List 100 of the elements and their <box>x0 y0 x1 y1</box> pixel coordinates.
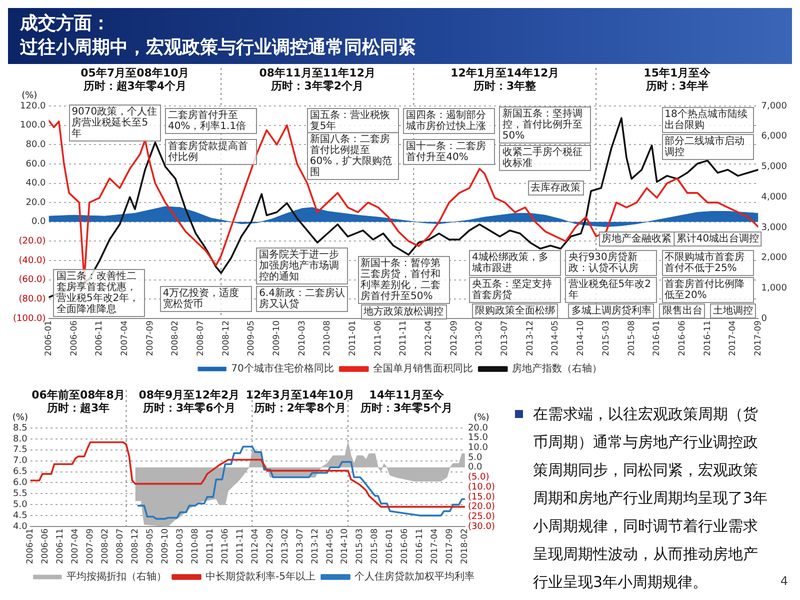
x-tick-label: 2009-10 <box>160 528 170 564</box>
x-tick-label: 2009-05 <box>145 528 156 564</box>
annotation: 国务院关于进一步加强房地产市场调控的通知 <box>256 248 348 285</box>
x-tick-label: 2006-06 <box>40 528 51 564</box>
annotation: 新国五条：坚持调控，首付比例升至50% <box>499 106 592 144</box>
y2-tick-label: 20.0 <box>468 423 488 434</box>
x-tick-label: 2014-05 <box>325 528 336 564</box>
y-tick-label: 7.5 <box>12 445 28 456</box>
y2-tick-label: 3,000 <box>761 222 788 233</box>
annotation: 部分二线城市启动调控 <box>662 134 754 160</box>
x-tick-label: 2006-11 <box>94 320 105 356</box>
text: 历时：3年半 <box>644 79 708 92</box>
legend-label: 房地产指数（右轴） <box>512 362 602 375</box>
y-tick-label: 20.0 <box>26 198 46 208</box>
legend-label: 全国单月销售面积同比 <box>372 362 473 375</box>
y2-tick-label: (15.0) <box>468 492 495 502</box>
y-tick-label: 80.0 <box>26 140 46 150</box>
y-tick-label: (100.0) <box>12 314 46 324</box>
x-tick-label: 2012-04 <box>250 528 260 564</box>
y2-tick-label: (20.0) <box>468 502 495 512</box>
y2-tick-label: (25.0) <box>468 512 495 522</box>
annotation: 累计40城出台调控 <box>673 232 762 247</box>
y2-tick-label: 1,000 <box>761 283 788 294</box>
annotation: 国四条：遏制部分城市房价过快上涨 <box>403 108 496 134</box>
x-tick-label: 2012-04 <box>424 320 434 356</box>
legend-label: 平均按揭折扣（右轴） <box>66 570 167 583</box>
y-tick-label: 5.5 <box>12 489 28 499</box>
annotation: 国五条：营业税恢复5年 <box>306 108 399 134</box>
x-tick-label: 2016-06 <box>677 320 688 356</box>
annotation: 4城松绑政策，多城市跟进 <box>468 250 561 276</box>
chart-title: 成交方面： <box>20 13 110 35</box>
y-tick-label: 4.5 <box>12 510 28 521</box>
x-tick-label: 2013-07 <box>295 528 306 564</box>
text: 历时：超3年 <box>46 401 110 414</box>
x-tick-label: 2015-03 <box>355 528 366 564</box>
x-tick-label: 2017-09 <box>445 528 456 564</box>
y-tick-label: 7.0 <box>12 456 28 466</box>
text: 历时：3年整 <box>472 79 538 92</box>
text: 06年前至08年8月 <box>32 388 125 402</box>
annotation: 首套房贷款提高首付比例 <box>164 139 257 166</box>
y-tick-label: 60.0 <box>26 159 46 170</box>
annotation: 限购政策全面松绑 <box>472 303 558 318</box>
y-tick-label: 40.0 <box>26 178 46 189</box>
y2-tick-label: (5.0) <box>468 472 490 483</box>
annotation: 9070政策，个人住房营业税延长至5年 <box>68 104 161 142</box>
annotation: 限售出台 <box>659 303 706 318</box>
x-tick-label: 2016-11 <box>702 320 713 356</box>
y-tick-label: (20.0) <box>18 236 46 247</box>
x-tick-label: 2012-09 <box>449 320 460 356</box>
x-tick-label: 2010-08 <box>322 320 333 356</box>
legend-label: 70个城市住宅价格同比 <box>231 362 334 375</box>
y-tick-label: 120.0 <box>20 101 46 112</box>
x-tick-label: 2011-11 <box>235 528 246 564</box>
y2-axis-title: (%) <box>474 412 490 423</box>
x-tick-label: 2013-02 <box>474 320 485 356</box>
annotation: 18个热点城市陆续出台限购 <box>662 106 754 132</box>
y2-tick-label: 7,000 <box>761 101 788 112</box>
x-tick-label: 2006-01 <box>26 528 36 564</box>
x-tick-label: 2013-07 <box>500 320 510 356</box>
x-tick-label: 2014-10 <box>576 320 586 356</box>
text: 历时：超3年零4个月 <box>82 79 187 92</box>
x-tick-label: 2011-06 <box>373 320 384 356</box>
y-axis-title: (%) <box>12 412 28 423</box>
text: 12年3月至14年10月 <box>246 388 354 402</box>
x-tick-label: 2017-04 <box>728 320 738 356</box>
y2-tick-label: 4,000 <box>761 192 788 202</box>
x-tick-label: 2007-09 <box>145 320 156 356</box>
x-tick-label: 2014-05 <box>550 320 561 356</box>
legend-label: 中长期贷款利率-5年以上 <box>206 570 316 583</box>
text: 08年9月至12年2月 <box>138 388 240 402</box>
x-tick-label: 2006-06 <box>69 320 80 356</box>
text: 4 <box>780 574 788 588</box>
annotation: 去库存政策 <box>528 180 584 196</box>
y2-tick-label: 10.0 <box>468 443 488 454</box>
x-tick-label: 2006-11 <box>55 528 66 564</box>
y2-tick-label: (30.0) <box>468 522 495 532</box>
annotation: 4万亿投资，适度宽松货币 <box>160 286 252 312</box>
annotation: 地方政策放松调控 <box>360 304 446 320</box>
y-tick-label: 4.0 <box>12 522 28 532</box>
x-tick-label: 2008-12 <box>221 320 232 356</box>
y2-tick-label: 5,000 <box>761 162 788 172</box>
x-tick-label: 2016-01 <box>652 320 662 356</box>
y-tick-label: (80.0) <box>18 294 46 305</box>
x-tick-label: 2007-04 <box>70 528 80 564</box>
y-tick-label: 0.0 <box>31 217 46 228</box>
x-tick-label: 2008-02 <box>100 528 110 564</box>
x-tick-label: 2014-10 <box>340 528 350 564</box>
x-tick-label: 2007-04 <box>120 320 130 356</box>
x-tick-label: 2015-08 <box>626 320 637 356</box>
text: 历时：2年零8个月 <box>252 401 346 414</box>
y2-tick-label: 6,000 <box>761 132 788 142</box>
x-tick-label: 2015-03 <box>601 320 612 356</box>
y2-tick-label: 15.0 <box>468 433 488 444</box>
text: 历时：3年零5个月 <box>359 401 453 414</box>
x-tick-label: 2015-08 <box>370 528 380 564</box>
text: 05年7月至08年10月 <box>80 66 190 80</box>
x-tick-label: 2013-12 <box>310 528 320 564</box>
x-tick-label: 2011-11 <box>398 320 409 356</box>
annotation: 首套房首付比例降低至20% <box>662 276 754 302</box>
annotation: 房地产金融收紧 <box>598 232 675 247</box>
